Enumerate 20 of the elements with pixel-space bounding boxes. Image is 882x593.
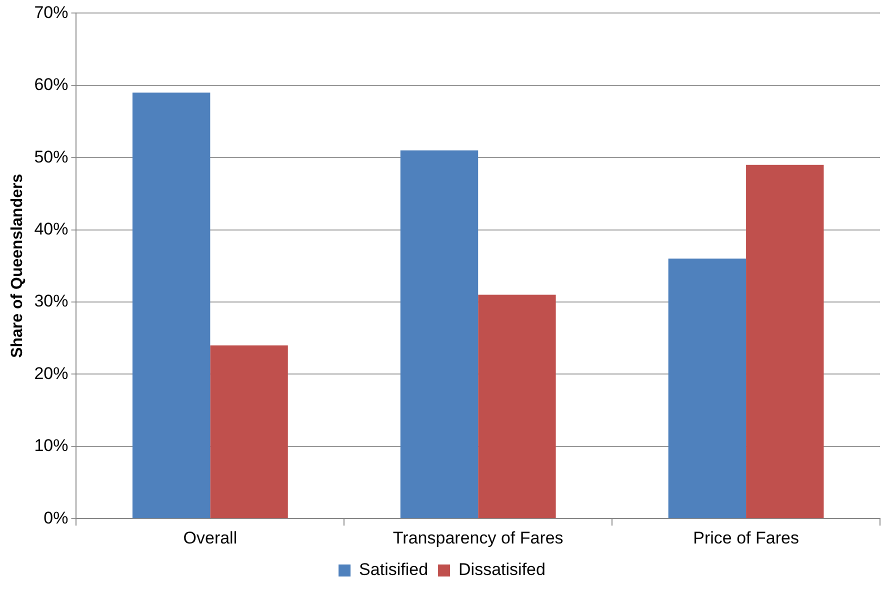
x-tick-label: Transparency of Fares — [392, 528, 564, 548]
bar — [668, 258, 746, 518]
y-tick-label: 0% — [44, 508, 68, 528]
x-tick-label: Price of Fares — [693, 528, 799, 548]
bar — [132, 92, 210, 518]
y-tick-label: 60% — [34, 75, 68, 94]
y-tick-label: 20% — [34, 364, 68, 383]
legend-label: Satisified — [359, 560, 428, 580]
legend-label: Dissatisifed — [458, 560, 546, 580]
bar — [400, 150, 478, 518]
y-tick-label: 70% — [34, 2, 68, 22]
y-tick-label: 30% — [34, 292, 68, 311]
y-tick-label: 50% — [34, 147, 68, 166]
y-axis-title: Share of Queenslanders — [9, 174, 26, 358]
y-tick-label: 40% — [34, 219, 68, 238]
bar — [746, 164, 824, 518]
bar — [210, 345, 288, 518]
bar — [478, 294, 556, 518]
y-tick-label: 10% — [34, 436, 68, 456]
x-tick-label: Overall — [183, 528, 238, 548]
